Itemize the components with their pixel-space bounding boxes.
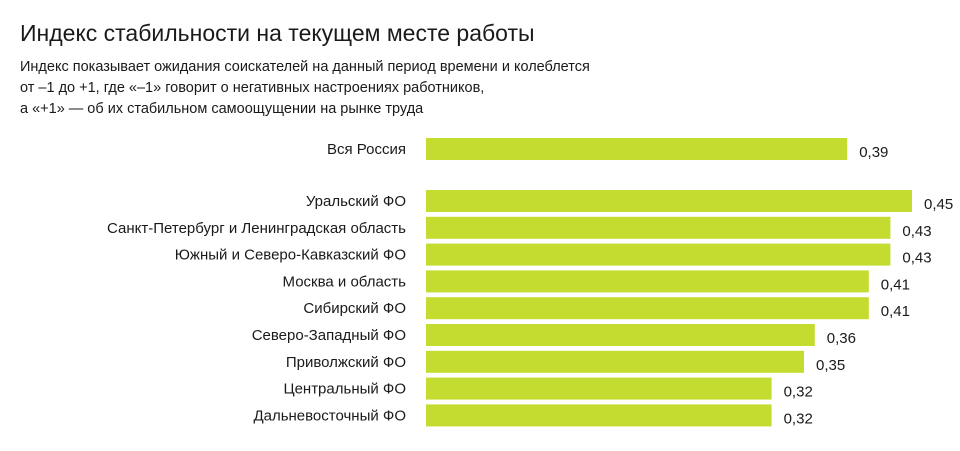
subtitle-line: Индекс показывает ожидания соискателей н… <box>20 59 590 75</box>
category-label: Дальневосточный ФО <box>253 407 406 424</box>
category-label: Северо-Западный ФО <box>252 327 406 344</box>
value-label: 0,45 <box>924 196 953 213</box>
value-label: 0,32 <box>784 410 813 427</box>
value-label: 0,39 <box>859 144 888 161</box>
bar <box>426 270 869 293</box>
bar <box>426 138 848 160</box>
category-label: Южный и Северо-Кавказский ФО <box>175 247 406 264</box>
subtitle-line: а «+1» — об их стабильном самоощущении н… <box>20 101 424 117</box>
bar <box>426 324 815 346</box>
bar <box>426 377 772 400</box>
bar <box>426 350 804 373</box>
bar <box>426 243 891 266</box>
category-label: Вся Россия <box>327 141 406 158</box>
chart-title: Индекс стабильности на текущем месте раб… <box>20 20 535 46</box>
value-label: 0,35 <box>816 357 845 374</box>
bar <box>426 297 869 320</box>
value-label: 0,41 <box>881 276 910 293</box>
category-label: Санкт-Петербург и Ленинградская область <box>107 220 406 237</box>
bar <box>426 404 772 427</box>
category-label: Сибирский ФО <box>303 300 406 317</box>
bar <box>426 190 912 212</box>
category-label: Центральный ФО <box>283 381 406 398</box>
category-label: Приволжский ФО <box>286 354 406 371</box>
category-label: Москва и область <box>283 273 407 290</box>
value-label: 0,36 <box>827 330 856 347</box>
value-label: 0,43 <box>902 250 931 267</box>
category-label: Уральский ФО <box>306 193 406 210</box>
value-label: 0,32 <box>784 384 813 401</box>
value-label: 0,43 <box>902 223 931 240</box>
bar <box>426 216 891 239</box>
chart-subtitle: Индекс показывает ожидания соискателей н… <box>20 57 590 120</box>
value-label: 0,41 <box>881 303 910 320</box>
subtitle-line: от –1 до +1, где «–1» говорит о негативн… <box>20 80 485 96</box>
